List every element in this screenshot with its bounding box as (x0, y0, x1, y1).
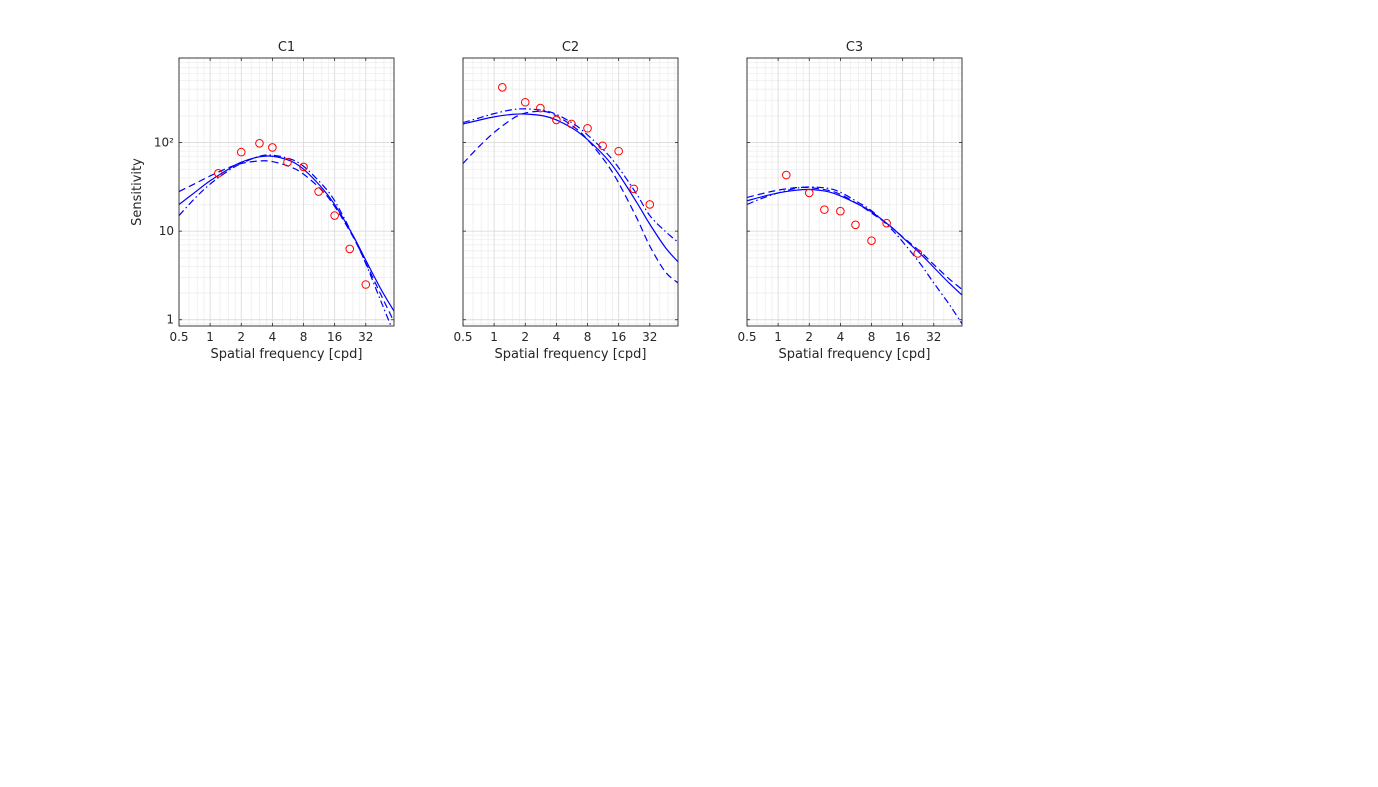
y-tick-label: 10² (154, 136, 174, 150)
x-tick-label: 8 (300, 330, 308, 344)
x-tick-label: 0.5 (737, 330, 756, 344)
x-tick-label: 8 (868, 330, 876, 344)
chart-title: C3 (846, 40, 863, 55)
chart-title: C2 (562, 40, 579, 55)
x-tick-label: 2 (237, 330, 245, 344)
x-tick-label: 32 (642, 330, 657, 344)
x-tick-label: 32 (358, 330, 373, 344)
x-tick-label: 16 (895, 330, 910, 344)
chart-title: C1 (278, 40, 295, 55)
x-tick-label: 1 (206, 330, 214, 344)
x-tick-label: 2 (521, 330, 529, 344)
x-tick-label: 16 (327, 330, 342, 344)
x-axis-label: Spatial frequency [cpd] (494, 347, 646, 362)
chart-panel-3: 0.5 1 2 4 8 16 32 C3 Spatial frequency [cpd] (737, 40, 962, 362)
x-tick-label: 0.5 (169, 330, 188, 344)
x-tick-label: 8 (584, 330, 592, 344)
x-tick-label: 4 (269, 330, 277, 344)
x-tick-label: 32 (926, 330, 941, 344)
x-tick-label: 1 (774, 330, 782, 344)
x-tick-label: 2 (805, 330, 813, 344)
chart-panel-1: 0.5 1 2 4 8 16 32 1 10 10² C1 Spatial frequency [cp… (130, 40, 394, 362)
y-tick-label: 1 (166, 313, 174, 327)
x-tick-label: 4 (553, 330, 561, 344)
x-tick-label: 1 (490, 330, 498, 344)
x-tick-label: 16 (611, 330, 626, 344)
x-axis-label: Spatial frequency [cpd] (778, 347, 930, 362)
plot-area (463, 58, 678, 326)
x-tick-label: 4 (837, 330, 845, 344)
y-tick-label: 10 (159, 224, 174, 238)
x-tick-label: 0.5 (453, 330, 472, 344)
chart-panel-2: 0.5 1 2 4 8 16 32 C2 Spatial frequency [cpd] (453, 40, 678, 362)
x-axis-label: Spatial frequency [cpd] (210, 347, 362, 362)
y-axis-label: Sensitivity (130, 158, 145, 226)
